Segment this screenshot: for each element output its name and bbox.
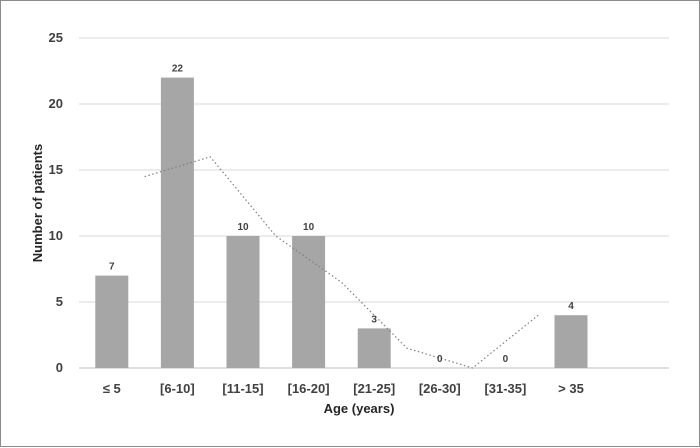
bar: [357, 328, 391, 368]
data-label: 10: [303, 222, 315, 233]
data-label: 7: [109, 262, 115, 273]
data-label: 4: [568, 301, 574, 312]
x-axis-ticks: ≤ 5 [6-10] [11-15] [16-20] [21-25] [26-30] [31…: [103, 381, 584, 396]
y-tick-label: 25: [49, 30, 63, 45]
bars: [95, 77, 588, 368]
x-tick-label: [26-30]: [419, 381, 461, 396]
data-label: 22: [172, 64, 184, 75]
x-tick-label: ≤ 5: [103, 381, 121, 396]
trendline: [144, 156, 539, 369]
data-label: 3: [371, 314, 377, 325]
x-tick-label: [11-15]: [222, 381, 263, 396]
bar: [226, 236, 260, 368]
x-axis-title: Age (years): [324, 401, 395, 416]
data-label: 0: [503, 354, 509, 365]
y-tick-label: 0: [56, 360, 63, 375]
x-tick-label: [6-10]: [160, 381, 195, 396]
y-tick-label: 5: [56, 294, 63, 309]
x-tick-label: [21-25]: [353, 381, 395, 396]
bar: [292, 236, 326, 368]
y-tick-label: 10: [49, 228, 63, 243]
bar: [160, 77, 194, 368]
data-labels: 7 22 10 10 3 0 0 4: [109, 64, 574, 365]
x-tick-label: [16-20]: [288, 381, 330, 396]
y-axis-title: Number of patients: [30, 144, 45, 262]
x-tick-label: > 35: [558, 381, 584, 396]
data-label: 0: [437, 354, 443, 365]
y-tick-label: 15: [49, 162, 63, 177]
y-axis-ticks: 0 5 10 15 20 25: [49, 30, 63, 375]
bar: [95, 275, 129, 368]
y-tick-label: 20: [49, 96, 63, 111]
trendline-path: [144, 156, 539, 369]
bar: [554, 315, 588, 368]
data-label: 10: [237, 222, 249, 233]
x-tick-label: [31-35]: [484, 381, 526, 396]
